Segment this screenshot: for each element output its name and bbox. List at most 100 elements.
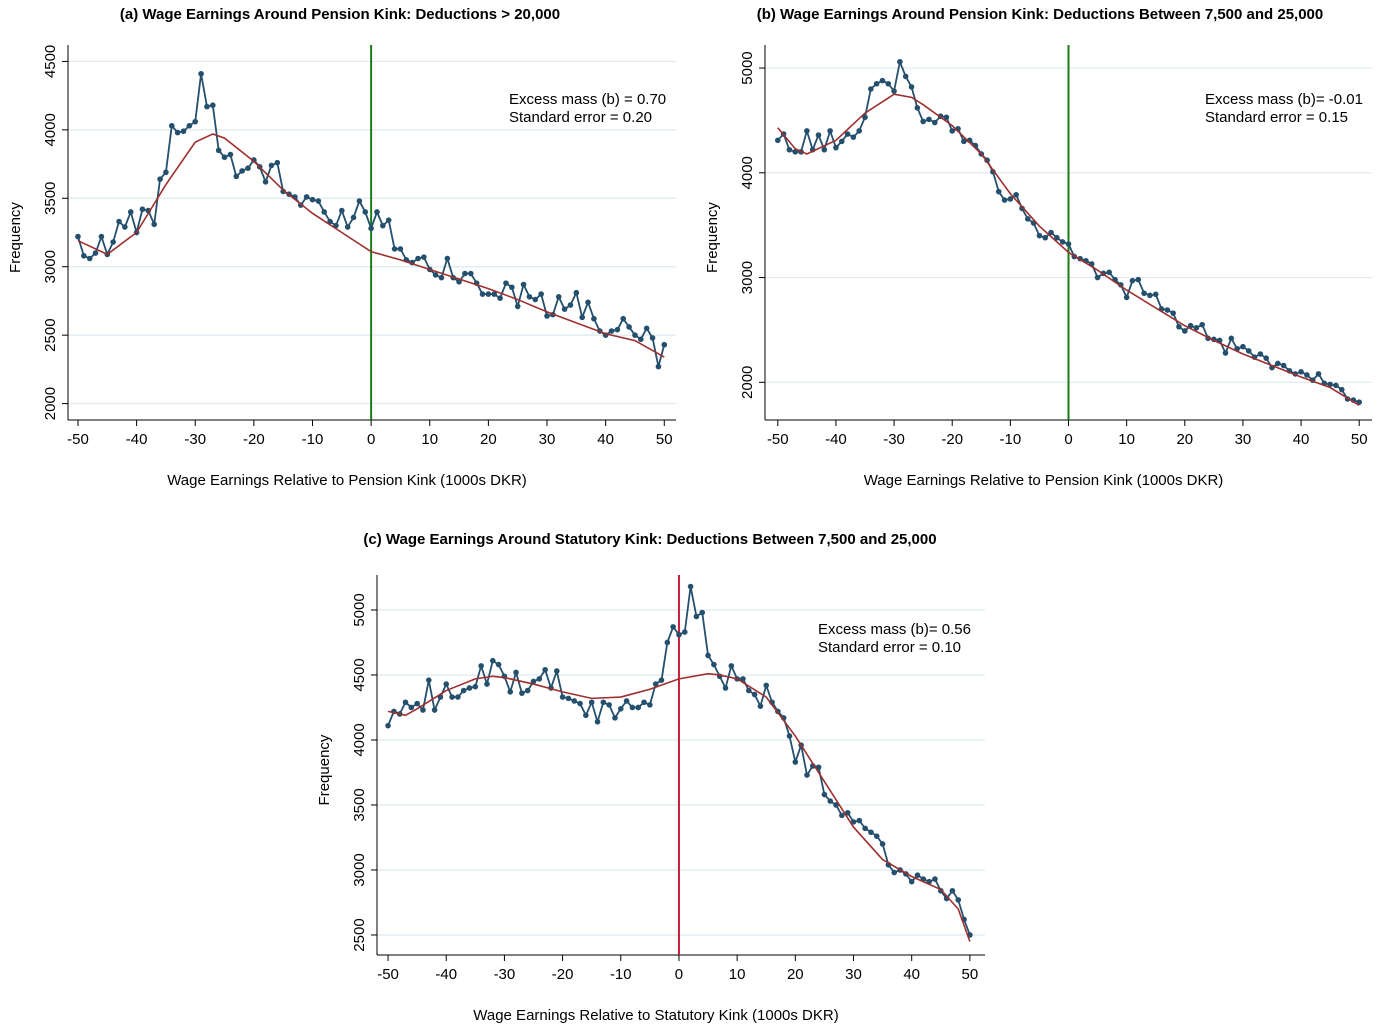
data-point bbox=[588, 699, 595, 706]
x-tick-label: 30 bbox=[539, 431, 556, 448]
data-point bbox=[699, 609, 706, 616]
data-point bbox=[1065, 241, 1072, 247]
data-point bbox=[722, 685, 729, 691]
data-point bbox=[926, 116, 932, 123]
data-point bbox=[92, 250, 99, 256]
annotation: Standard error = 0.10 bbox=[818, 639, 961, 656]
data-point bbox=[693, 613, 700, 620]
x-tick-label: -50 bbox=[377, 966, 399, 983]
data-point bbox=[221, 154, 228, 161]
data-point bbox=[577, 700, 583, 707]
data-point bbox=[868, 86, 874, 92]
data-point bbox=[519, 690, 525, 696]
data-point bbox=[635, 704, 642, 711]
data-point bbox=[565, 695, 572, 702]
data-point bbox=[385, 217, 392, 223]
data-point bbox=[1315, 371, 1322, 377]
data-point bbox=[432, 272, 439, 278]
data-point bbox=[1048, 229, 1054, 236]
fit-line bbox=[77, 133, 665, 358]
data-point bbox=[553, 668, 560, 674]
y-tick-label: 2000 bbox=[739, 366, 756, 399]
data-point bbox=[374, 209, 380, 215]
data-point bbox=[456, 278, 462, 285]
data-point bbox=[914, 105, 921, 111]
y-tick-label: 3500 bbox=[42, 182, 59, 215]
data-point bbox=[897, 58, 903, 65]
data-point bbox=[1054, 234, 1060, 241]
data-point bbox=[990, 168, 996, 175]
chart-title: (b) Wage Earnings Around Pension Kink: D… bbox=[757, 6, 1324, 23]
data-point bbox=[438, 274, 445, 281]
x-axis-title: Wage Earnings Relative to Pension Kink (… bbox=[864, 472, 1224, 489]
data-point bbox=[658, 677, 665, 683]
data-point bbox=[1298, 369, 1304, 375]
data-point bbox=[1170, 310, 1176, 316]
data-point bbox=[526, 294, 533, 300]
data-point bbox=[204, 103, 210, 110]
data-point bbox=[460, 687, 467, 694]
data-point bbox=[614, 326, 621, 333]
data-point bbox=[1059, 239, 1066, 245]
data-point bbox=[139, 206, 146, 213]
data-point bbox=[879, 841, 886, 847]
data-point bbox=[491, 291, 498, 297]
data-point bbox=[914, 872, 921, 878]
y-tick-label: 4000 bbox=[42, 113, 59, 146]
data-point bbox=[495, 661, 502, 668]
data-point bbox=[1094, 274, 1101, 281]
data-point bbox=[385, 722, 391, 729]
data-point bbox=[632, 332, 638, 338]
data-point bbox=[1001, 197, 1008, 203]
x-tick-label: -30 bbox=[184, 431, 206, 448]
data-point bbox=[530, 678, 537, 685]
data-point bbox=[655, 363, 662, 370]
x-tick-label: 40 bbox=[903, 966, 920, 983]
y-tick-label: 2000 bbox=[42, 387, 59, 420]
data-point bbox=[484, 681, 490, 687]
x-tick-label: 0 bbox=[675, 966, 683, 983]
data-point bbox=[649, 335, 656, 341]
data-point bbox=[507, 689, 514, 695]
y-tick-label: 3500 bbox=[351, 788, 368, 821]
data-point bbox=[538, 291, 544, 297]
data-point bbox=[81, 252, 87, 259]
data-point bbox=[571, 698, 578, 704]
data-point bbox=[110, 239, 116, 245]
data-point bbox=[466, 685, 473, 691]
data-point bbox=[1176, 323, 1182, 330]
chart-title: (c) Wage Earnings Around Statutory Kink:… bbox=[363, 531, 936, 548]
data-point bbox=[891, 869, 898, 876]
data-point bbox=[544, 313, 550, 319]
data-point bbox=[827, 798, 834, 804]
data-point bbox=[524, 687, 531, 694]
data-point bbox=[1193, 325, 1200, 331]
data-point bbox=[1141, 290, 1147, 297]
data-point bbox=[591, 315, 597, 322]
data-point bbox=[1164, 307, 1171, 313]
data-point bbox=[309, 196, 316, 203]
data-point bbox=[402, 699, 409, 706]
data-point bbox=[86, 255, 93, 262]
data-point bbox=[815, 764, 822, 771]
data-point bbox=[850, 134, 857, 140]
data-point bbox=[344, 224, 351, 230]
data-point bbox=[995, 188, 1002, 195]
data-point bbox=[908, 878, 915, 885]
data-point bbox=[856, 128, 862, 134]
y-tick-label: 2500 bbox=[351, 918, 368, 951]
x-tick-label: 40 bbox=[597, 431, 614, 448]
data-point bbox=[198, 70, 204, 77]
data-point bbox=[585, 299, 591, 306]
data-point bbox=[503, 280, 509, 286]
data-point bbox=[1222, 350, 1229, 356]
data-point bbox=[210, 102, 216, 109]
data-point bbox=[1129, 277, 1136, 284]
y-tick-label: 3000 bbox=[739, 261, 756, 294]
data-point bbox=[555, 294, 562, 300]
data-point bbox=[664, 639, 671, 646]
y-tick-label: 5000 bbox=[351, 593, 368, 626]
data-point bbox=[961, 138, 967, 145]
data-point bbox=[612, 715, 618, 721]
data-point bbox=[879, 77, 886, 84]
